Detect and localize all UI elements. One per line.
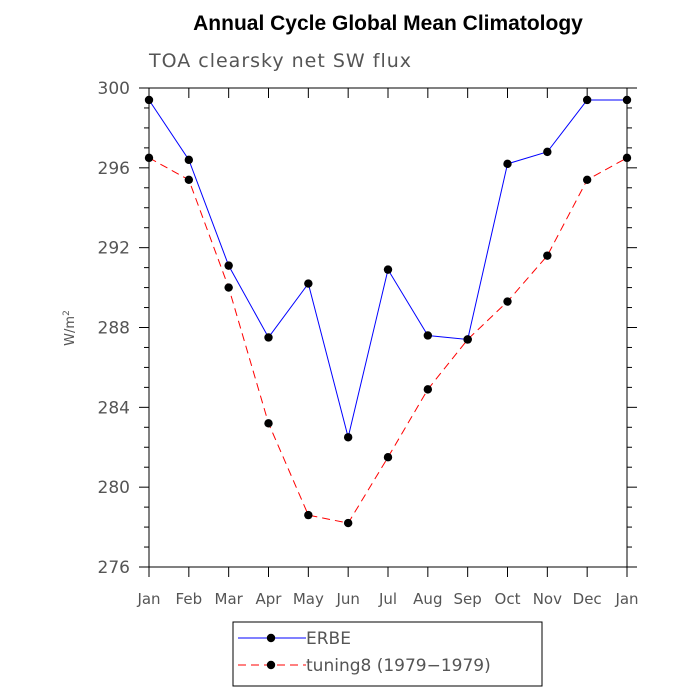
legend-entry: tuning8 (1979−1979) xyxy=(238,656,491,676)
plot-frame xyxy=(148,87,628,568)
data-point xyxy=(343,433,353,442)
data-point xyxy=(184,155,194,165)
legend-marker xyxy=(266,633,276,643)
data-point xyxy=(264,419,273,428)
x-tick-label: Jan xyxy=(136,590,160,608)
data-point xyxy=(423,331,433,340)
y-tick-label: 276 xyxy=(98,558,130,578)
y-tick-label: 292 xyxy=(98,239,130,259)
data-point xyxy=(543,147,552,157)
legend-label: tuning8 (1979−1979) xyxy=(306,656,491,676)
svg-text:W/m2: W/m2 xyxy=(62,310,78,346)
axis-tick-labels: Jan Feb Mar Apr May Jun Jul Aug Sep Oct Nov Dec Jan 2… xyxy=(98,79,639,608)
y-axis-label: W/m2 xyxy=(62,310,78,346)
series-1 xyxy=(144,153,632,528)
series-line xyxy=(148,157,628,524)
data-point xyxy=(304,279,313,288)
legend-box xyxy=(232,621,543,687)
data-point xyxy=(304,510,313,520)
x-tick-label: Apr xyxy=(256,590,283,608)
series-layer xyxy=(144,95,632,528)
data-point xyxy=(503,297,512,306)
axis-ticks xyxy=(139,87,637,577)
data-point xyxy=(224,283,233,292)
legend-marker xyxy=(266,660,276,670)
data-point xyxy=(383,265,393,274)
x-tick-label: Jul xyxy=(378,590,397,608)
data-point xyxy=(423,385,433,394)
data-point xyxy=(582,175,592,185)
x-tick-label: May xyxy=(293,590,324,608)
data-point xyxy=(543,251,552,260)
data-point xyxy=(343,518,353,528)
x-tick-label: Oct xyxy=(495,590,521,608)
data-point xyxy=(184,175,194,185)
y-tick-label: 284 xyxy=(98,398,130,418)
legend-label: ERBE xyxy=(306,629,351,649)
y-tick-label: 288 xyxy=(98,319,130,339)
data-point xyxy=(383,453,393,462)
x-tick-label: Dec xyxy=(573,590,602,608)
y-axis-label-superscript: 2 xyxy=(62,310,72,316)
chart-title: Annual Cycle Global Mean Climatology xyxy=(193,12,583,35)
x-tick-label: Aug xyxy=(413,590,442,608)
x-tick-label: Jan xyxy=(614,590,638,608)
data-point xyxy=(463,335,472,344)
x-tick-label: Sep xyxy=(454,590,482,608)
series-0 xyxy=(144,95,632,442)
legend: ERBE tuning8 (1979−1979) xyxy=(232,621,543,687)
x-tick-label: Jun xyxy=(335,590,359,608)
data-point xyxy=(264,333,273,342)
chart-subtitle: TOA clearsky net SW flux xyxy=(148,50,412,72)
legend-entry: ERBE xyxy=(238,629,351,649)
y-tick-label: 300 xyxy=(98,79,130,99)
y-tick-label: 296 xyxy=(98,159,130,179)
y-axis-label-text: W/m xyxy=(63,316,78,346)
x-tick-label: Feb xyxy=(176,590,203,608)
x-tick-label: Nov xyxy=(533,590,562,608)
data-point xyxy=(582,95,592,105)
data-point xyxy=(224,261,233,270)
y-tick-label: 280 xyxy=(98,478,130,498)
data-point xyxy=(503,159,512,169)
x-tick-label: Mar xyxy=(215,590,244,608)
